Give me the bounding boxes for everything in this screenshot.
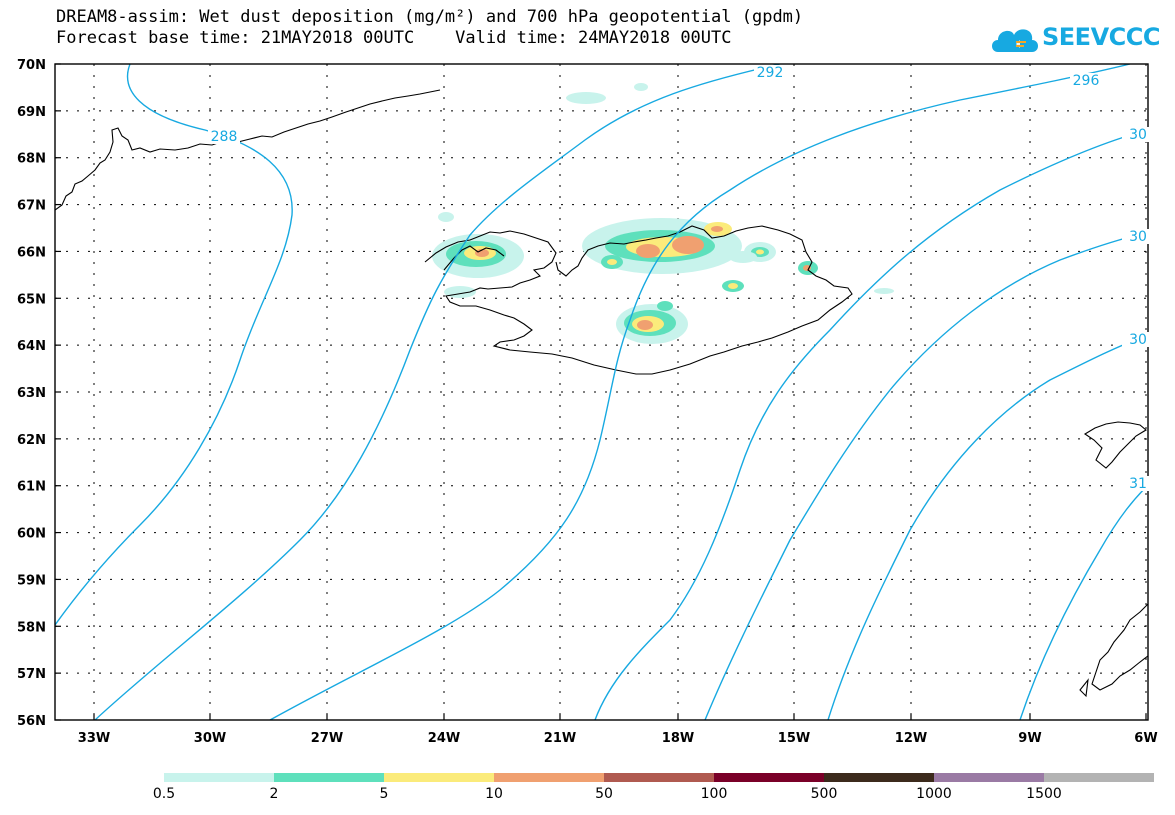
faroe-islands-coastline [1083,421,1147,469]
scotland-coastline [1091,603,1148,691]
contour-line [704,231,1148,720]
contour-line [269,64,1131,720]
colorbar-label: 2 [269,786,279,802]
lat-tick-label: 69N [17,105,46,120]
dust-deposition-fields [432,83,894,344]
geopotential-contours [55,64,1148,720]
contour-label: 288 [211,129,238,145]
contour-label: 30 [1129,229,1147,245]
lon-tick-label: 33W [78,731,110,746]
colorbar [164,773,1154,782]
lat-tick-label: 62N [17,433,46,448]
lat-tick-label: 57N [17,667,46,682]
colorbar-swatch [934,773,1044,782]
lat-tick-label: 60N [17,527,46,542]
lon-tick-label: 18W [662,731,694,746]
contour-label: 30 [1129,127,1147,143]
lat-tick-label: 70N [17,58,46,73]
colorbar-swatch [714,773,824,782]
contour-label-bg [1070,73,1102,88]
lat-tick-label: 58N [17,620,46,635]
contour-line [94,64,781,720]
latitude-axis: 70N 69N 68N 67N 66N 65N 64N 63N 62N 61N 60N 59N 58N 5… [17,58,61,729]
contour-label: 30 [1129,332,1147,348]
map-plot [55,64,1148,720]
colorbar-swatch [1044,773,1154,782]
lon-tick-label: 6W [1134,731,1157,746]
dust-field-central [616,301,688,344]
dust-field-north-sea [566,83,648,104]
lon-tick-label: 15W [778,731,810,746]
dust-field-north-coast [582,218,742,274]
colorbar-label: 1500 [1026,786,1062,802]
colorbar-swatch [604,773,714,782]
lat-tick-label: 63N [17,386,46,401]
contour-line [1019,484,1148,720]
cloud-icon [992,29,1038,52]
contour-label: 292 [757,65,784,81]
colorbar-label: 5 [379,786,389,802]
chart-subtitle: Forecast base time: 21MAY2018 00UTC Vali… [56,28,732,48]
lat-tick-label: 68N [17,152,46,167]
contour-line [827,334,1148,720]
contour-label: 296 [1073,73,1100,89]
seevccc-logo: SEEVCCC [990,20,1170,58]
colorbar-swatch [384,773,494,782]
colorbar-label: 10 [485,786,503,802]
lat-tick-label: 56N [17,714,46,729]
longitude-axis: 33W 30W 27W 24W 21W 18W 15W 12W 9W 6W [78,714,1158,746]
lat-tick-label: 64N [17,339,46,354]
lon-tick-label: 21W [544,731,576,746]
colorbar-swatch [274,773,384,782]
hebrides-coastline [1079,678,1089,698]
contour-line [594,129,1148,720]
lon-tick-label: 24W [428,731,460,746]
greenland-coastline [55,89,441,211]
contour-line [55,64,293,626]
colorbar-swatch [494,773,604,782]
dust-field-east [722,242,894,294]
gridlines [55,64,1148,720]
contour-label-bg [208,129,240,144]
lat-tick-label: 66N [17,245,46,260]
contour-label-bg [1122,127,1154,142]
lon-tick-label: 30W [194,731,226,746]
lat-tick-label: 65N [17,292,46,307]
colorbar-label: 50 [595,786,613,802]
lon-tick-label: 9W [1018,731,1041,746]
colorbar-label: 100 [700,786,728,802]
contour-label-bg [1122,476,1154,491]
contour-label-bg [1122,332,1154,347]
contour-label-bg [1122,229,1154,244]
contour-label: 31 [1129,476,1147,492]
colorbar-label: 0.5 [152,786,176,802]
colorbar-label: 1000 [916,786,952,802]
iceland-coastline [424,225,853,375]
lon-tick-label: 12W [895,731,927,746]
contour-label-bg [754,65,786,80]
lon-tick-label: 27W [311,731,343,746]
lat-tick-label: 59N [17,573,46,588]
logo-text: SEEVCCC [1042,23,1161,51]
plot-frame [54,63,1149,721]
colorbar-swatch [164,773,274,782]
lat-tick-label: 61N [17,480,46,495]
chart-title: DREAM8-assim: Wet dust deposition (mg/m²… [56,7,804,27]
lat-tick-label: 67N [17,199,46,214]
colorbar-swatch [824,773,934,782]
contour-labels: 288 292 296 30 30 30 31 [208,65,1154,492]
coastlines [55,89,1148,698]
colorbar-label: 500 [810,786,838,802]
